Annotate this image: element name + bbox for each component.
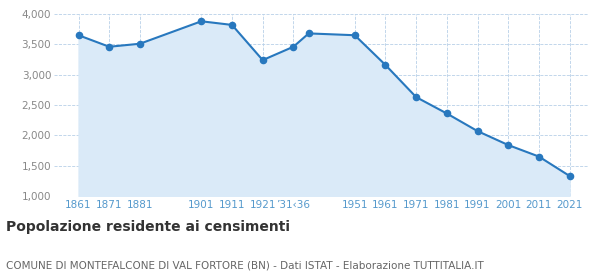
Text: Popolazione residente ai censimenti: Popolazione residente ai censimenti (6, 220, 290, 234)
Point (135, 41, 145, 46)
Point (350, 33, 359, 38)
Point (289, 45, 298, 49)
Point (380, 63, 390, 67)
Point (412, 95, 421, 99)
Text: COMUNE DI MONTEFALCONE DI VAL FORTORE (BN) - Dati ISTAT - Elaborazione TUTTITALI: COMUNE DI MONTEFALCONE DI VAL FORTORE (B… (6, 261, 484, 271)
Point (442, 111, 452, 116)
Point (565, 174, 574, 178)
Point (104, 45, 114, 49)
Point (227, 23, 237, 27)
Point (304, 31, 314, 36)
Point (258, 58, 268, 62)
Point (503, 143, 513, 147)
Point (534, 154, 544, 159)
Point (473, 129, 482, 133)
Point (74, 33, 83, 38)
Point (197, 19, 206, 24)
